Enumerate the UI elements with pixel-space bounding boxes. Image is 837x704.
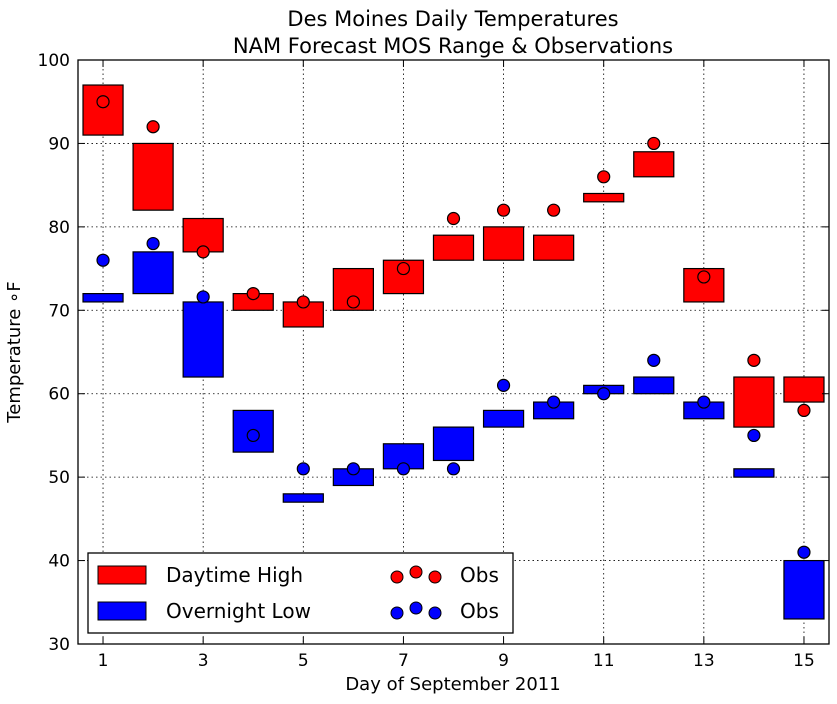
range-bar [482, 226, 525, 261]
range-bar [633, 376, 675, 395]
legend-marker [409, 601, 423, 615]
chart-subtitle: NAM Forecast MOS Range & Observations [233, 34, 673, 58]
range-bar [432, 426, 475, 462]
obs-point [396, 261, 411, 276]
obs-point [96, 253, 110, 267]
chart-title: Des Moines Daily Temperatures [287, 7, 618, 31]
obs-point [196, 290, 210, 304]
range-bars [82, 84, 825, 620]
legend-marker [390, 606, 404, 620]
range-bar [382, 259, 425, 295]
range-bar [783, 559, 825, 620]
obs-point [196, 245, 210, 259]
range-bar [633, 151, 675, 178]
range-bar [583, 192, 625, 203]
range-bar [432, 234, 475, 261]
obs-point [647, 136, 661, 151]
obs-point [246, 428, 260, 443]
y-tick-label: 50 [48, 468, 70, 488]
range-bar [132, 251, 174, 295]
obs-point [697, 270, 711, 284]
legend-swatch [97, 601, 147, 621]
obs-point [597, 387, 611, 401]
obs-point [146, 236, 160, 251]
legend-box [87, 552, 514, 634]
legend-marker [409, 565, 423, 579]
obs-point [296, 462, 310, 476]
range-bar [82, 293, 124, 303]
range-bar [282, 493, 324, 503]
x-tick-label: 13 [693, 651, 715, 671]
plot-frame [77, 59, 830, 645]
x-tick-label: 11 [593, 651, 615, 671]
obs-point [446, 211, 461, 226]
y-tick-label: 90 [48, 134, 70, 154]
x-tick-label: 3 [198, 651, 209, 671]
y-tick-label: 60 [48, 385, 70, 405]
obs-point [296, 295, 310, 309]
legend-label: Obs [460, 563, 499, 587]
x-tick-label: 15 [793, 651, 815, 671]
range-bar [733, 468, 775, 478]
y-tick-label: 70 [48, 301, 70, 321]
y-tick-label: 30 [48, 635, 70, 655]
y-axis-label: Temperature ∘F [4, 281, 25, 423]
obs-point [496, 203, 511, 217]
range-bar [182, 301, 224, 378]
obs-point [346, 462, 360, 476]
obs-point [446, 462, 461, 476]
range-bar [733, 376, 775, 428]
obs-point [346, 295, 360, 309]
legend-label: Overnight Low [166, 599, 311, 623]
legend-marker [428, 606, 442, 620]
range-bar [82, 84, 124, 136]
x-tick-label: 9 [498, 651, 509, 671]
obs-point [396, 462, 411, 476]
x-tick-label: 1 [98, 651, 109, 671]
legend-label: Daytime High [166, 563, 303, 587]
obs-point [547, 395, 561, 409]
y-tick-label: 40 [48, 552, 70, 572]
observation-points [96, 95, 811, 559]
obs-point [496, 378, 511, 392]
obs-point [797, 545, 811, 559]
x-axis-label: Day of September 2011 [345, 674, 560, 695]
x-tick-label: 7 [398, 651, 409, 671]
obs-point [96, 95, 110, 109]
legend-marker [390, 570, 404, 584]
obs-point [697, 395, 711, 409]
y-tick-label: 100 [38, 51, 70, 71]
obs-point [246, 287, 260, 301]
obs-point [747, 353, 761, 367]
obs-point [647, 353, 661, 367]
y-tick-label: 80 [48, 218, 70, 238]
legend-label: Obs [460, 599, 499, 623]
obs-point [547, 203, 561, 217]
range-bar [533, 234, 575, 261]
obs-point [597, 170, 611, 184]
obs-point [146, 120, 160, 134]
legend: Daytime High Overnight Low Obs Obs [87, 552, 514, 634]
obs-point [747, 428, 761, 443]
x-tick-label: 5 [298, 651, 309, 671]
range-bar [783, 376, 825, 403]
range-bar [132, 142, 174, 211]
range-bar [482, 409, 525, 428]
legend-swatch [97, 565, 147, 585]
obs-point [797, 403, 811, 417]
legend-marker [428, 570, 442, 584]
